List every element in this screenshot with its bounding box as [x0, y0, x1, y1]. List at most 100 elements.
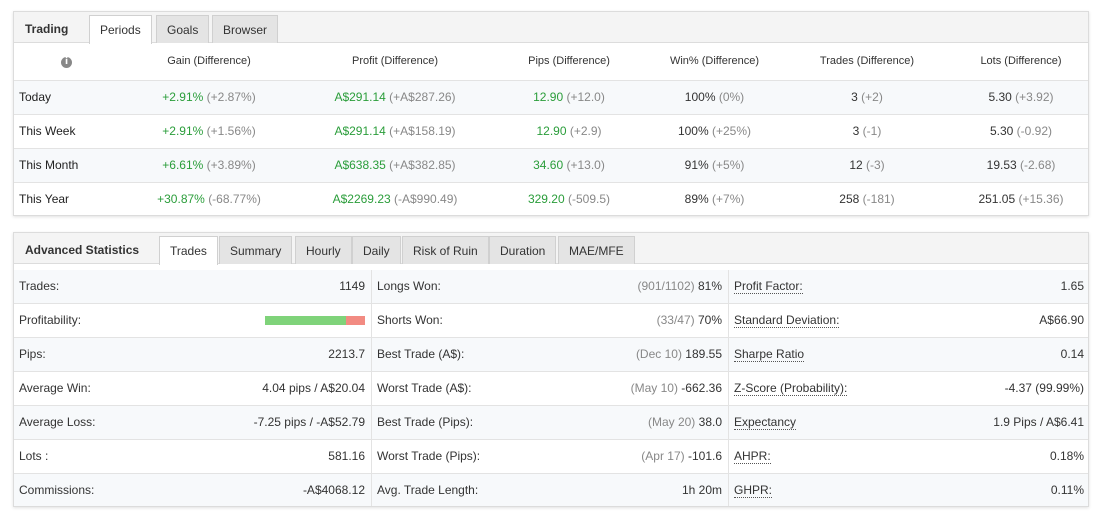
stat-label-z-score-probability[interactable]: Z-Score (Probability):	[734, 381, 848, 396]
table-row: This Week +2.91% (+1.56%) A$291.14 (+A$158…	[14, 114, 1088, 149]
win-difference: (+7%)	[712, 192, 745, 206]
stat-label-shorts-won: Shorts Won:	[377, 313, 443, 327]
stat-value-text: 0.11%	[1050, 483, 1084, 497]
period-name: Today	[14, 80, 119, 115]
trades-difference: (-3)	[866, 158, 885, 172]
lots-cell: 251.05 (+15.36)	[952, 182, 1088, 215]
stat-row: Profitability:	[14, 304, 371, 338]
stat-value-text: 1.65	[1060, 279, 1084, 293]
profit-difference: (+A$287.26)	[389, 90, 456, 104]
lots-value: 5.30	[989, 124, 1014, 138]
pips-difference: (+12.0)	[566, 90, 605, 104]
stats-tabbar: Advanced Statistics Trades Summary Hourly Da…	[14, 233, 1088, 265]
gain-value: +6.61%	[162, 158, 204, 172]
stat-label-sharpe-ratio[interactable]: Sharpe Ratio	[734, 347, 805, 362]
tab-duration[interactable]: Duration	[489, 236, 557, 264]
tab-periods[interactable]: Periods	[89, 15, 152, 44]
win-cell: 100% (0%)	[647, 80, 782, 115]
profit-value: A$291.14	[334, 124, 386, 138]
stat-value: (Apr 17) -101.6	[641, 440, 722, 473]
win-difference: (+5%)	[712, 158, 745, 172]
stat-label-profitability: Profitability:	[19, 313, 82, 327]
pips-column-header: Pips (Difference)	[491, 43, 647, 81]
stat-value: (Dec 10) 189.55	[636, 338, 722, 371]
stat-note: (33/47)	[656, 313, 695, 327]
gain-value: +2.91%	[162, 90, 204, 104]
win-value: 100%	[677, 124, 709, 138]
stat-row: Commissions: -A$4068.12	[14, 474, 371, 506]
stat-row: Best Trade (Pips): (May 20) 38.0	[372, 406, 728, 440]
profitability-bar-loss	[346, 316, 365, 325]
stat-row: Pips: 2213.7	[14, 338, 371, 372]
stat-label-avg-trade-length: Avg. Trade Length:	[377, 483, 479, 497]
stat-value-text: -662.36	[681, 381, 722, 395]
gain-difference: (-68.77%)	[208, 192, 261, 206]
pips-cell: 12.90 (+12.0)	[491, 80, 647, 115]
lots-cell: 5.30 (-0.92)	[952, 114, 1088, 149]
tab-hourly[interactable]: Hourly	[295, 236, 352, 264]
stat-label-expectancy[interactable]: Expectancy	[734, 415, 797, 430]
win-cell: 89% (+7%)	[647, 182, 782, 215]
stat-row: Standard Deviation: A$66.90	[729, 304, 1088, 338]
stat-value-text: 38.0	[698, 415, 722, 429]
stat-value: 581.16	[328, 440, 365, 473]
profit-cell: A$291.14 (+A$158.19)	[299, 114, 491, 149]
stat-label-average-loss: Average Loss:	[19, 415, 96, 429]
lots-difference: (-0.92)	[1016, 124, 1053, 138]
stat-row: Lots : 581.16	[14, 440, 371, 474]
periods-table: i Gain (Difference) Profit (Difference) …	[14, 43, 1088, 215]
stat-value-text: 70%	[697, 313, 722, 327]
tab-trading: Trading	[25, 22, 69, 36]
profit-value: A$638.35	[334, 158, 386, 172]
tab-browser[interactable]: Browser	[212, 15, 279, 43]
pips-cell: 34.60 (+13.0)	[491, 148, 647, 183]
tab-daily[interactable]: Daily	[352, 236, 401, 264]
profit-cell: A$291.14 (+A$287.26)	[299, 80, 491, 115]
table-row: This Month +6.61% (+3.89%) A$638.35 (+A$38…	[14, 148, 1088, 183]
gain-difference: (+2.87%)	[206, 90, 256, 104]
profit-difference: (-A$990.49)	[394, 192, 458, 206]
tab-trades[interactable]: Trades	[159, 236, 218, 265]
stat-value-text: -101.6	[687, 449, 722, 463]
stats-column-1: Trades: 1149 Profitability: Pips: 2213.7 Aver…	[14, 270, 371, 506]
stat-label-standard-deviation[interactable]: Standard Deviation:	[734, 313, 840, 328]
stat-label-ghpr[interactable]: GHPR:	[734, 483, 773, 498]
periods-header-row: i Gain (Difference) Profit (Difference) …	[14, 43, 1088, 81]
stat-value: 0.11%	[1050, 474, 1084, 506]
stat-label-profit-factor[interactable]: Profit Factor:	[734, 279, 803, 294]
stat-value-text: A$66.90	[1039, 313, 1084, 327]
lots-cell: 19.53 (-2.68)	[952, 148, 1088, 183]
pips-value: 12.90	[536, 124, 567, 138]
lots-value: 251.05	[978, 192, 1016, 206]
info-icon[interactable]: i	[61, 56, 72, 68]
trades-value: 3	[852, 124, 860, 138]
profit-value: A$2269.23	[332, 192, 391, 206]
stat-value-text: 0.14	[1060, 347, 1084, 361]
trades-difference: (-181)	[862, 192, 895, 206]
trades-cell: 12 (-3)	[782, 148, 952, 183]
win-cell: 100% (+25%)	[647, 114, 782, 149]
stat-row: Longs Won: (901/1102) 81%	[372, 270, 728, 304]
stat-note: (Dec 10)	[635, 347, 682, 361]
stat-label-ahpr[interactable]: AHPR:	[734, 449, 771, 464]
lots-difference: (+3.92)	[1015, 90, 1054, 104]
stat-value: (33/47) 70%	[657, 304, 722, 337]
table-row: Today +2.91% (+2.87%) A$291.14 (+A$287.26)…	[14, 80, 1088, 115]
stat-value: (May 10) -662.36	[631, 372, 722, 405]
tab-risk-of-ruin[interactable]: Risk of Ruin	[402, 236, 489, 264]
stat-row: Average Win: 4.04 pips / A$20.04	[14, 372, 371, 406]
win-value: 91%	[684, 158, 709, 172]
tab-goals[interactable]: Goals	[156, 15, 210, 43]
stat-note: (May 20)	[647, 415, 696, 429]
pips-value: 34.60	[533, 158, 564, 172]
stat-value-text: -7.25 pips / -A$52.79	[253, 415, 365, 429]
stat-value-text: 1149	[339, 279, 365, 293]
table-row: This Year +30.87% (-68.77%) A$2269.23 (-A$…	[14, 182, 1088, 215]
win-column-header: Win% (Difference)	[647, 43, 782, 81]
tab-mae-mfe[interactable]: MAE/MFE	[558, 236, 635, 264]
stat-value-text: 0.18%	[1049, 449, 1084, 463]
tab-summary[interactable]: Summary	[219, 236, 293, 264]
pips-difference: (-509.5)	[568, 192, 611, 206]
stat-value: (901/1102) 81%	[637, 270, 722, 303]
trades-difference: (+2)	[861, 90, 883, 104]
